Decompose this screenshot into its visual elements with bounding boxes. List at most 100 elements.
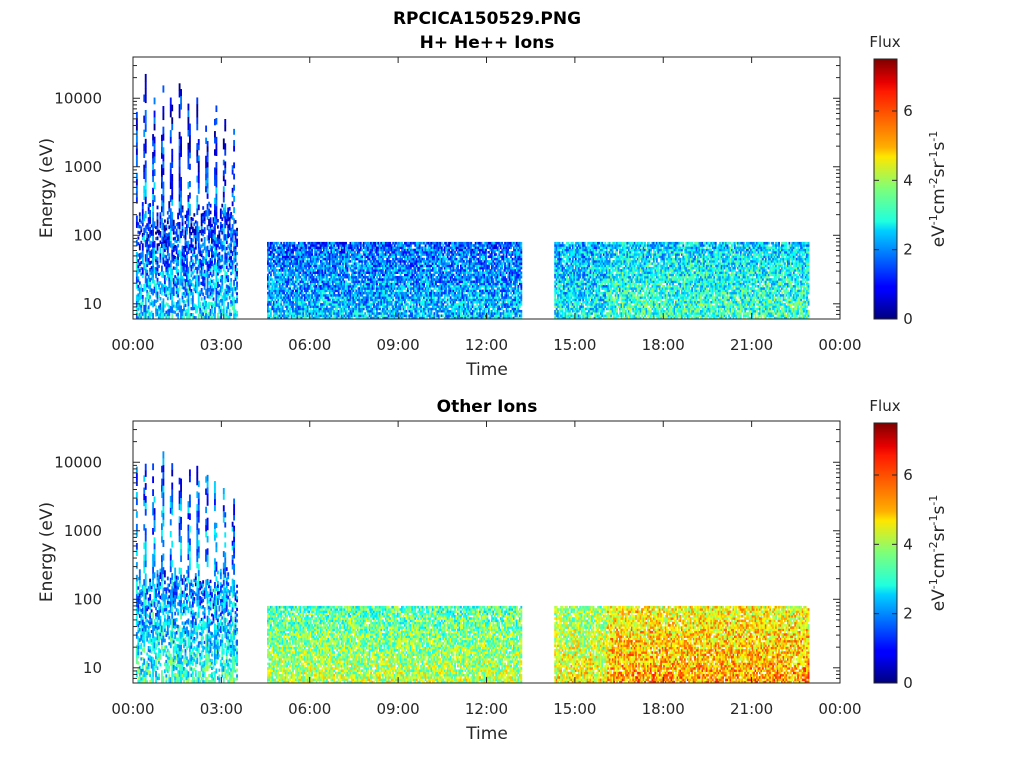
heatmap-cell <box>305 278 307 281</box>
heatmap-cell <box>149 282 151 286</box>
heatmap-cell <box>400 274 402 277</box>
heatmap-cell <box>294 283 296 286</box>
heatmap-cell <box>136 161 138 167</box>
heatmap-cell <box>436 312 438 315</box>
heatmap-cell <box>189 164 191 170</box>
heatmap-cell <box>292 278 294 281</box>
heatmap-cell <box>145 175 147 183</box>
heatmap-cell <box>358 296 360 299</box>
heatmap-cell <box>311 253 313 256</box>
heatmap-cell <box>195 246 197 249</box>
heatmap-cell <box>274 271 276 274</box>
heatmap-cell <box>230 256 232 259</box>
heatmap-cell <box>145 124 147 132</box>
heatmap-cell <box>338 299 340 302</box>
heatmap-cell <box>215 118 217 125</box>
heatmap-cell <box>157 267 159 271</box>
heatmap-cell <box>157 247 159 251</box>
heatmap-cell <box>305 292 307 295</box>
heatmap-cell <box>400 308 402 311</box>
heatmap-cell <box>289 265 291 268</box>
heatmap-cell <box>304 242 306 245</box>
heatmap-cell <box>433 296 435 299</box>
heatmap-cell <box>370 305 372 308</box>
heatmap-cell <box>411 310 413 313</box>
heatmap-cell <box>236 263 238 266</box>
heatmap-cell <box>155 286 157 289</box>
heatmap-cell <box>218 233 220 236</box>
heatmap-cell <box>289 287 291 290</box>
heatmap-cell <box>385 256 387 259</box>
heatmap-cell <box>157 257 159 261</box>
heatmap-cell <box>146 270 148 273</box>
heatmap-cell <box>188 104 190 111</box>
heatmap-cell <box>136 142 138 148</box>
heatmap-cell <box>348 305 350 308</box>
heatmap-cell <box>211 257 213 260</box>
heatmap-cell <box>386 292 388 295</box>
heatmap-cell <box>137 236 139 239</box>
heatmap-cell <box>428 290 430 293</box>
heatmap-cell <box>157 261 159 265</box>
heatmap-cell <box>410 280 412 283</box>
heatmap-cell <box>233 174 235 180</box>
heatmap-cell <box>198 237 200 243</box>
heatmap-cell <box>351 260 353 263</box>
heatmap-cell <box>162 161 164 168</box>
heatmap-cell <box>270 312 272 315</box>
heatmap-cell <box>207 141 209 147</box>
heatmap-cell <box>435 283 437 286</box>
heatmap-cell <box>419 244 421 247</box>
chart-title: H+ He++ Ions <box>420 33 555 53</box>
heatmap-cell <box>188 306 190 313</box>
heatmap-cell <box>232 224 234 229</box>
heatmap-cell <box>292 267 294 270</box>
heatmap-cell <box>298 274 300 277</box>
heatmap-cell <box>139 216 141 219</box>
heatmap-cell <box>210 211 212 215</box>
heatmap-cell <box>410 285 412 288</box>
heatmap-cell <box>274 267 276 270</box>
heatmap-cell <box>215 105 217 112</box>
heatmap-cell <box>188 267 190 274</box>
heatmap-cell <box>202 266 204 270</box>
heatmap-cell <box>136 155 138 161</box>
heatmap-cell <box>185 285 187 288</box>
heatmap-cell <box>350 267 352 270</box>
heatmap-cell <box>235 255 237 258</box>
heatmap-cell <box>282 308 284 311</box>
heatmap-cell <box>139 244 141 247</box>
heatmap-cell <box>271 299 273 302</box>
heatmap-cell <box>307 290 309 293</box>
heatmap-cell <box>425 312 427 315</box>
heatmap-cell <box>398 249 400 252</box>
heatmap-cell <box>154 124 156 131</box>
heatmap-cell <box>423 283 425 286</box>
heatmap-cell <box>333 292 335 295</box>
heatmap-cell <box>208 253 210 257</box>
heatmap-cell <box>182 312 184 316</box>
heatmap-cell <box>375 244 377 247</box>
heatmap-cell <box>165 227 167 230</box>
heatmap-cell <box>171 161 173 168</box>
heatmap-cell <box>207 162 209 168</box>
heatmap-cell <box>302 292 304 295</box>
heatmap-cell <box>145 182 147 190</box>
heatmap-cell <box>422 287 424 290</box>
heatmap-cell <box>322 260 324 263</box>
heatmap-cell <box>154 117 156 124</box>
heatmap-cell <box>204 217 206 221</box>
heatmap-cell <box>373 253 375 256</box>
heatmap-cell <box>296 246 298 249</box>
heatmap-cell <box>301 290 303 293</box>
heatmap-cell <box>207 146 209 152</box>
heatmap-cell <box>342 278 344 281</box>
heatmap-cell <box>310 308 312 311</box>
heatmap-cell <box>285 271 287 274</box>
heatmap-cell <box>298 278 300 281</box>
heatmap-cell <box>310 285 312 288</box>
heatmap-cell <box>236 276 238 279</box>
heatmap-cell <box>392 296 394 299</box>
heatmap-cell <box>229 207 231 211</box>
heatmap-cell <box>198 188 200 194</box>
